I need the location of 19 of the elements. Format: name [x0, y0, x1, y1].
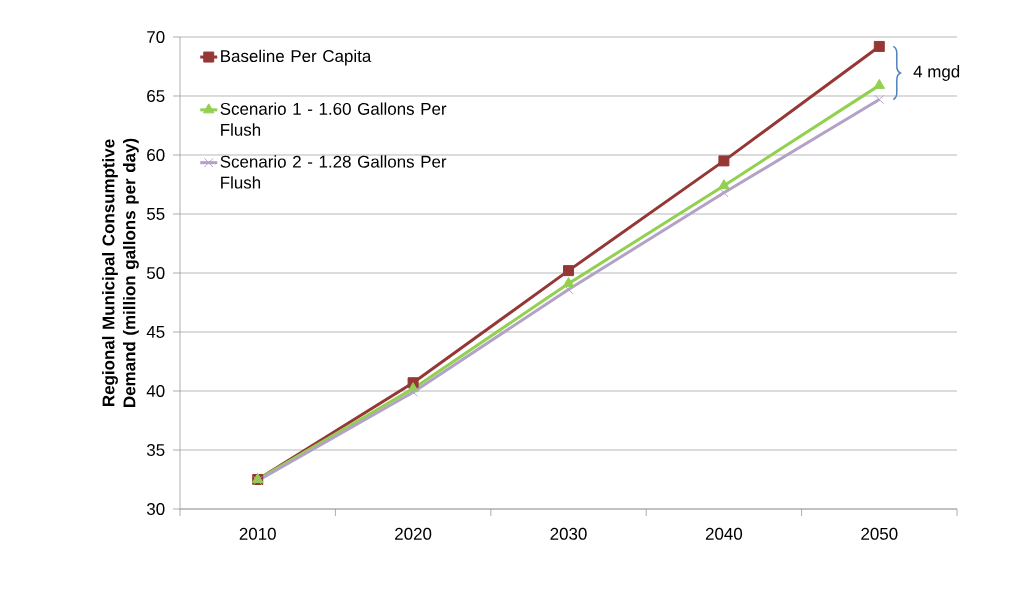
- y-tick-label: 50: [146, 267, 165, 279]
- y-tick-label: 70: [147, 31, 165, 43]
- x-tick-label: 2030: [550, 527, 587, 540]
- x-tick-label: 2050: [861, 527, 898, 540]
- y-tick-label: 40: [146, 385, 165, 397]
- annotation: 4 mgd: [913, 65, 960, 81]
- x-tick-label: 2010: [239, 527, 276, 540]
- y-tick-label: 55: [146, 208, 165, 220]
- legend-label: Baseline Per Capita: [221, 49, 372, 66]
- legend-label: Scenario 2 - 1.28 Gallons Per Flush: [220, 155, 447, 189]
- legend-label: Scenario 1 - 1.60 Gallons Per Flush: [220, 102, 447, 136]
- y-tick-label: 65: [147, 90, 165, 102]
- x-tick-label: 2040: [705, 527, 743, 540]
- y-tick-label: 30: [146, 503, 165, 515]
- y-tick-label: 45: [146, 326, 165, 338]
- y-tick-label: 60: [147, 149, 165, 161]
- y-tick-label: 35: [146, 444, 165, 456]
- x-tick-label: 2020: [395, 527, 432, 540]
- y-axis-title: Regional Municipal Consumptive Demand (million gallons per day): [102, 138, 139, 407]
